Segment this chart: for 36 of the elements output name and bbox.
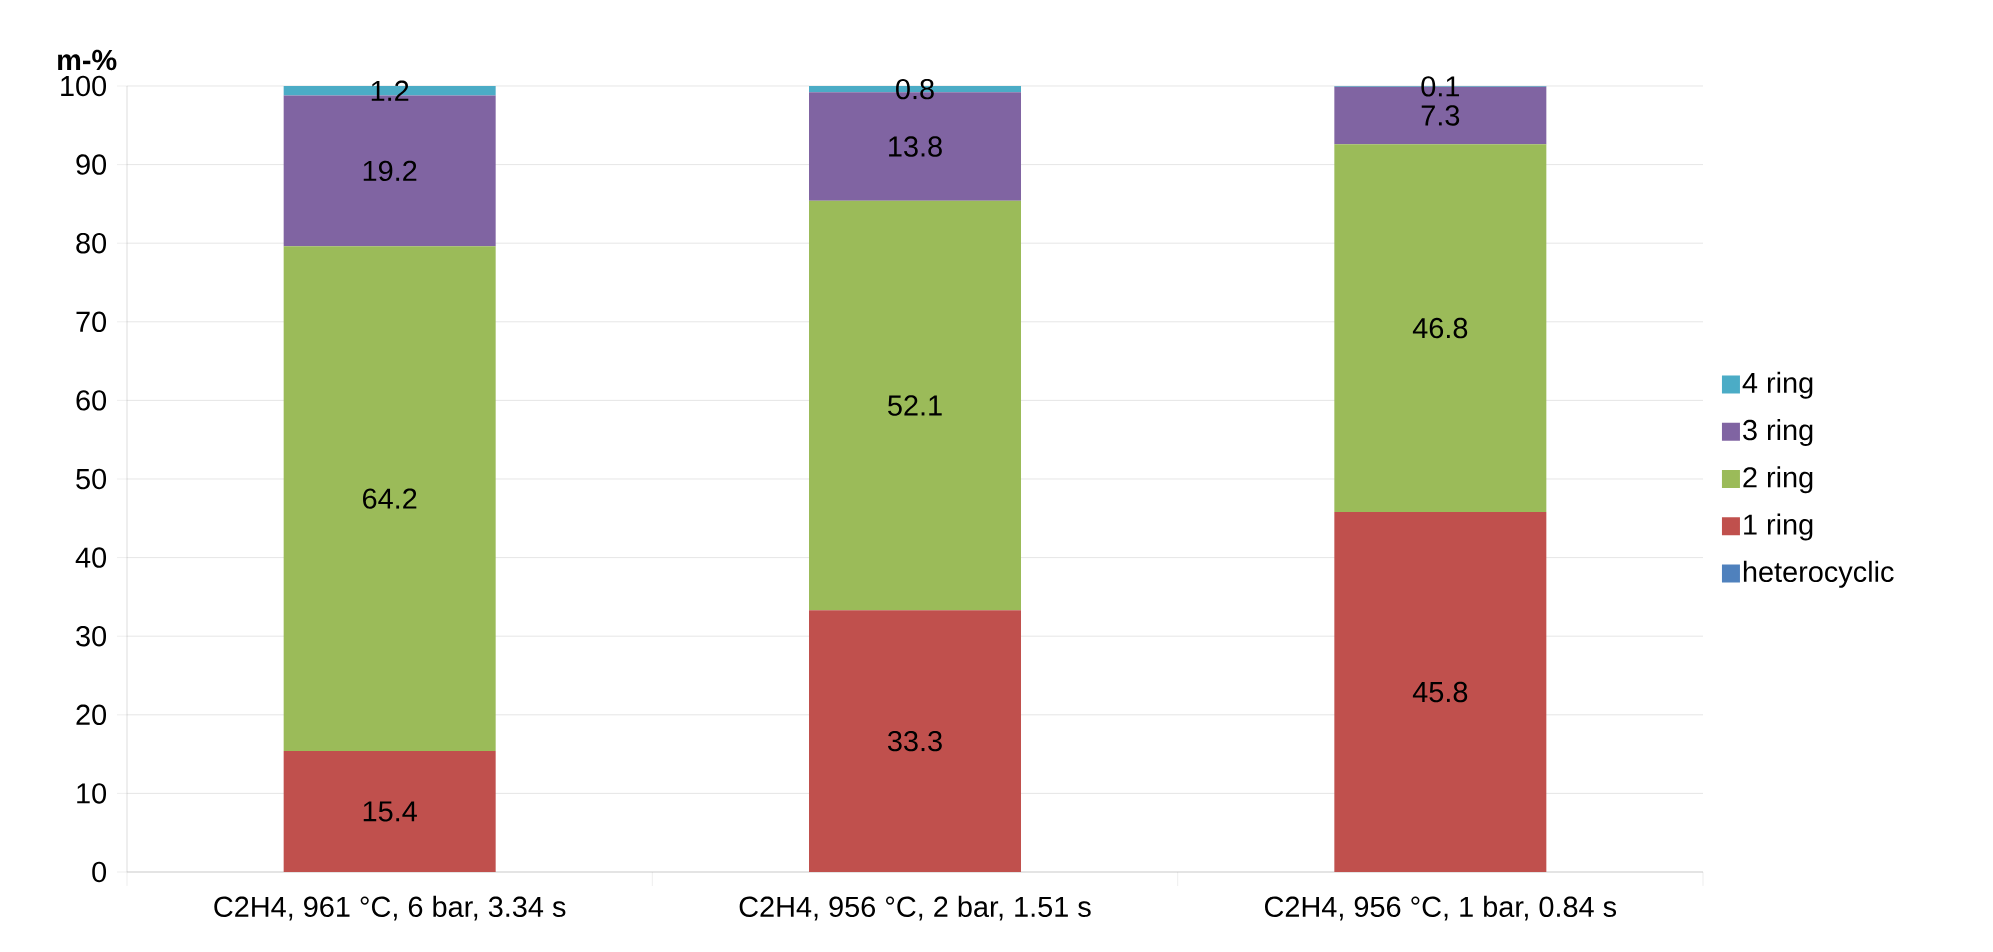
- bar: [809, 610, 1021, 872]
- data-label: 1.2: [371, 80, 409, 101]
- y-tick-label: 50: [76, 468, 107, 490]
- data-label: 15.4: [363, 801, 417, 822]
- y-tick-label: 30: [76, 625, 107, 647]
- bar: [283, 246, 496, 751]
- legend-label: 2 ring: [1743, 466, 1813, 494]
- legend-label: 3 ring: [1743, 419, 1813, 447]
- x-tick-label: C2H4, 956 °C, 2 bar, 1.51 s: [739, 895, 1091, 921]
- data-label: 45.8: [1412, 681, 1468, 703]
- y-tick-label: 20: [76, 704, 107, 726]
- legend-label: heterocyclic: [1743, 560, 1894, 588]
- data-label: 52.1: [888, 395, 942, 416]
- x-tick-label: C2H4, 956 °C, 1 bar, 0.84 s: [1264, 895, 1617, 921]
- x-tick-label: C2H4, 961 °C, 6 bar, 3.34 s: [214, 895, 566, 921]
- data-label: 13.8: [889, 136, 942, 157]
- y-tick-label: 90: [76, 154, 107, 175]
- y-tick-label: 0: [92, 861, 107, 883]
- data-label: 46.8: [1412, 317, 1468, 339]
- bar: [283, 750, 496, 872]
- y-axis-title: m-%: [58, 49, 117, 71]
- data-label: 19.2: [363, 160, 417, 182]
- data-label: 64.2: [363, 488, 417, 509]
- bar: [1334, 144, 1547, 513]
- y-tick-label: 80: [76, 232, 107, 254]
- data-label: 33.3: [887, 730, 942, 752]
- y-tick-label: 100: [61, 75, 107, 97]
- y-tick-label: 40: [75, 547, 107, 568]
- legend-label: 4 ring: [1742, 371, 1813, 399]
- bar: [809, 200, 1021, 611]
- legend-label: 1 ring: [1744, 513, 1813, 541]
- data-label: 7.3: [1421, 105, 1460, 126]
- bar: [1334, 512, 1547, 872]
- y-tick-label: 10: [77, 783, 107, 804]
- y-tick-label: 70: [76, 311, 107, 333]
- y-tick-label: 60: [76, 390, 107, 411]
